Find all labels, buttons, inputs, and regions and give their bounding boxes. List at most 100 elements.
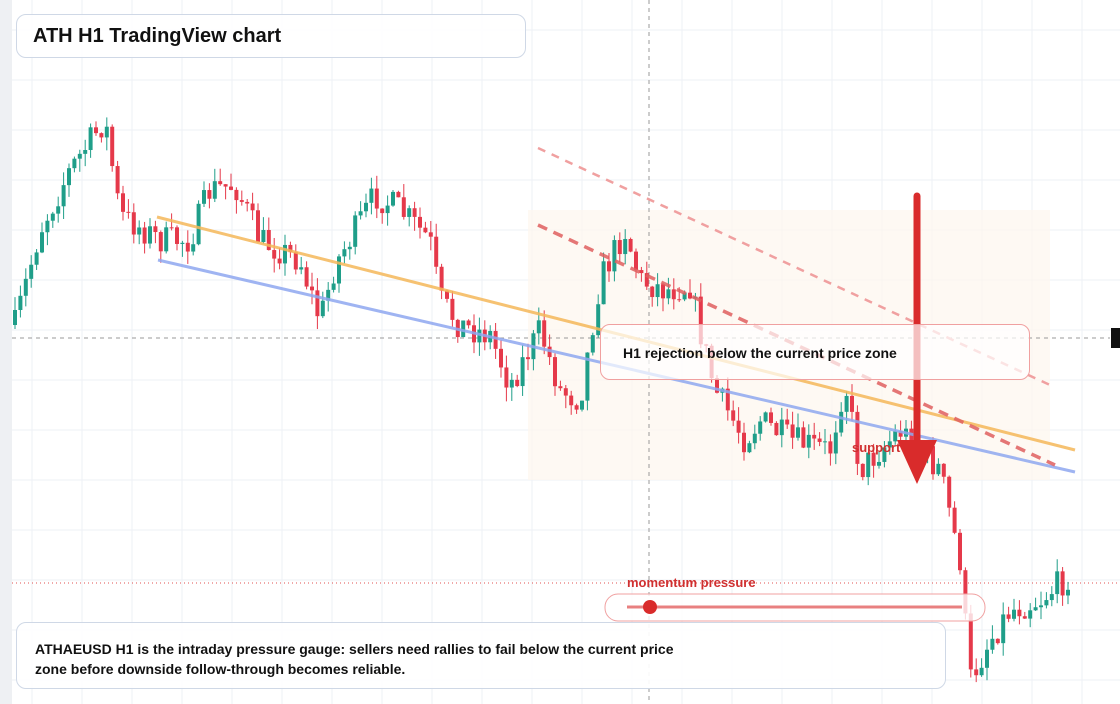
- footer-note: ATHAEUSD H1 is the intraday pressure gau…: [16, 622, 946, 689]
- candle-body: [40, 232, 44, 253]
- candle-body: [380, 208, 385, 214]
- candle-body: [666, 289, 671, 299]
- candle-body: [277, 258, 282, 264]
- candle-body: [450, 298, 455, 320]
- candle-body: [806, 434, 811, 448]
- candle-body: [580, 400, 584, 410]
- candle-body: [628, 238, 633, 252]
- candle-body: [882, 447, 887, 462]
- candle-body: [731, 410, 736, 421]
- candle-body: [310, 286, 314, 291]
- candle-body: [256, 210, 260, 243]
- candle-body: [790, 424, 795, 438]
- candle-body: [563, 388, 568, 396]
- candle-body: [396, 191, 401, 198]
- candle-body: [968, 613, 973, 670]
- candle-body: [990, 638, 995, 650]
- candle-body: [520, 357, 525, 387]
- candle-body: [828, 441, 833, 454]
- candle-body: [725, 388, 730, 411]
- candle-body: [169, 227, 174, 229]
- candle-body: [871, 452, 876, 466]
- candle-body: [29, 264, 34, 279]
- candle-body: [785, 419, 790, 425]
- candle-body: [202, 190, 206, 204]
- candle-body: [898, 431, 903, 437]
- candle-body: [110, 126, 115, 167]
- candle-body: [191, 244, 196, 252]
- candle-body: [477, 329, 482, 343]
- candle-body: [121, 193, 125, 212]
- candle-body: [418, 216, 422, 228]
- candle-body: [304, 267, 309, 287]
- title-box: ATH H1 TradingView chart: [16, 14, 526, 58]
- candle-body: [887, 441, 892, 448]
- candle-body: [499, 348, 503, 368]
- candle-body: [293, 252, 298, 270]
- candle-body: [1039, 605, 1043, 608]
- candle-body: [374, 188, 379, 209]
- candle-body: [391, 191, 395, 206]
- candle-body: [239, 200, 244, 202]
- candle-body: [13, 310, 17, 325]
- candle-body: [1001, 614, 1006, 644]
- candle-body: [342, 249, 347, 257]
- candle-body: [45, 220, 50, 233]
- candle-body: [974, 669, 979, 676]
- candle-body: [542, 320, 547, 347]
- candle-body: [493, 330, 498, 349]
- candle-body: [617, 240, 622, 255]
- candle-body: [963, 570, 968, 614]
- candle-body: [979, 667, 984, 676]
- candle-body: [860, 463, 865, 478]
- candle-body: [1049, 594, 1054, 601]
- candle-body: [67, 168, 71, 186]
- candle-body: [526, 357, 530, 360]
- candle-body: [742, 432, 746, 453]
- candle-body: [18, 295, 23, 311]
- candle-body: [574, 405, 579, 410]
- candle-body: [245, 201, 250, 204]
- candle-body: [315, 290, 320, 317]
- candle-body: [56, 206, 61, 214]
- candle-body: [331, 283, 336, 290]
- candle-body: [796, 427, 800, 438]
- candle-body: [83, 150, 88, 154]
- candle-body: [94, 127, 98, 134]
- arrow-head: [897, 440, 937, 484]
- candle-body: [320, 300, 325, 317]
- candle-body: [326, 289, 331, 301]
- candle-body: [439, 266, 444, 291]
- candle-body: [428, 232, 433, 237]
- candle-body: [407, 208, 412, 217]
- candle-body: [569, 395, 574, 406]
- candle-body: [817, 438, 822, 442]
- candle-body: [1060, 571, 1065, 596]
- price-tag: [1111, 328, 1120, 348]
- candle-body: [288, 244, 293, 253]
- candle-body: [158, 232, 163, 252]
- candle-body: [261, 230, 266, 243]
- candle-body: [509, 379, 514, 388]
- candle-body: [612, 240, 617, 272]
- candle-body: [677, 299, 682, 301]
- candle-body: [1044, 600, 1049, 606]
- candle-body: [434, 236, 439, 267]
- candle-body: [866, 452, 871, 478]
- candle-body: [844, 395, 849, 412]
- candle-body: [358, 211, 363, 216]
- candle-body: [369, 188, 374, 203]
- candle-body: [774, 422, 779, 436]
- candle-body: [218, 181, 223, 185]
- candle-body: [947, 476, 952, 508]
- candle-body: [347, 246, 352, 250]
- candle-body: [385, 205, 390, 214]
- candle-body: [61, 185, 66, 207]
- candle-body: [401, 197, 406, 217]
- candle-body: [779, 419, 784, 436]
- candle-body: [115, 166, 120, 194]
- candle-body: [250, 203, 255, 211]
- candle-body: [423, 227, 428, 233]
- candle-body: [175, 227, 179, 244]
